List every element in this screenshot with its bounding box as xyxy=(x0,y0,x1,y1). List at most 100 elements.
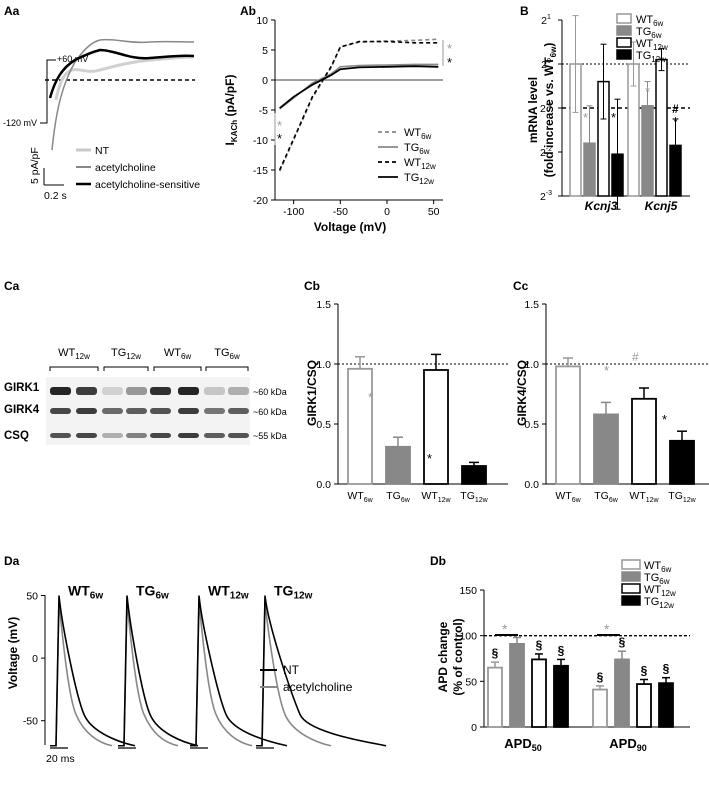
ca-band xyxy=(204,408,225,414)
b-sig-1: * xyxy=(583,110,588,125)
db-bar-TG12w xyxy=(553,664,569,728)
panel-b: B 21 20 2-1 2-2 2-3 mRNA level (fold increas… xyxy=(520,4,690,213)
b-sig-2: * xyxy=(611,110,616,125)
cc-ytick-label: 1.5 xyxy=(524,299,539,311)
ca-band xyxy=(228,408,249,414)
ca-group-bracket xyxy=(49,366,99,371)
cb-ytick-label: 1.5 xyxy=(316,299,331,311)
cc-chart: 0.0 0.5 1.0 1.5 WT6w TG6w WT12w TG12w xyxy=(524,299,709,504)
ca-band xyxy=(204,387,225,395)
ca-band xyxy=(178,433,199,438)
ca-group-bracket xyxy=(153,366,202,371)
da-traces: WT6w TG6w WT12w TG12w xyxy=(50,583,387,749)
db-section-mark: § xyxy=(492,646,499,660)
panel-label-ab: Ab xyxy=(240,4,256,18)
ab-ytick-label: 10 xyxy=(256,15,268,27)
ab-ytick-label: -20 xyxy=(253,195,268,207)
cb-ytick-label: 1.0 xyxy=(316,359,331,371)
ab-ytick-label: 0 xyxy=(262,75,268,87)
label-plus60: +60 mV xyxy=(57,54,88,64)
cc-sig-tg6w: * xyxy=(604,363,609,378)
db-bar-TG12w xyxy=(658,682,674,728)
b-legend-label: TG12w xyxy=(636,50,666,64)
da-group-label: WT6w xyxy=(68,583,103,602)
da-trace-acetylcholine xyxy=(190,601,253,747)
cc-bar xyxy=(669,439,695,485)
db-section-mark: § xyxy=(597,670,604,684)
db-bar-WT12w xyxy=(636,683,652,728)
ca-band xyxy=(150,408,171,414)
ca-group-label: TG12w xyxy=(111,347,141,361)
db-legend-swatch xyxy=(621,559,641,570)
cc-bar xyxy=(555,365,581,485)
cb-bar xyxy=(423,369,449,485)
da-ytick-label: 50 xyxy=(26,591,38,603)
db-section-mark: § xyxy=(663,662,670,676)
b-ylabel-line1: mRNA level xyxy=(526,77,540,143)
ab-ylabel: IKACh (pA/pF) xyxy=(223,75,239,146)
ca-band xyxy=(102,408,123,414)
ca-band xyxy=(178,387,199,395)
scale-label-x: 0.2 s xyxy=(44,190,67,202)
db-section-mark: § xyxy=(536,638,543,652)
ca-size-girk4: ~60 kDa xyxy=(253,407,287,417)
b-legend-label: WT6w xyxy=(636,14,664,28)
da-group-label: WT12w xyxy=(208,583,249,602)
da-group-label: TG12w xyxy=(274,583,313,602)
panel-label-b: B xyxy=(520,4,529,18)
b-gene-kcnj3: Kcnj3 xyxy=(585,199,618,213)
ca-protein-girk4: GIRK4 xyxy=(4,404,40,416)
cc-bar xyxy=(593,413,619,485)
cb-sig-tg6w: * xyxy=(368,390,373,405)
cc-ytick-label: 0.0 xyxy=(524,479,539,491)
db-group-label: APD50 xyxy=(504,736,541,753)
ab-xtick-label: 50 xyxy=(428,206,440,218)
legend-ach-sensitive: acetylcholine-sensitive xyxy=(95,179,200,191)
da-trace-nt xyxy=(256,595,387,747)
cb-ytick-label: 0.5 xyxy=(316,419,331,431)
db-legend-swatch xyxy=(621,595,641,606)
ca-size-csq: ~55 kDa xyxy=(253,431,287,441)
cb-sig-tg12w: * xyxy=(427,451,432,466)
da-ylabel: Voltage (mV) xyxy=(6,617,20,689)
db-bar-WT6w xyxy=(592,688,608,728)
db-legend-swatch xyxy=(621,571,641,582)
panel-label-cb: Cb xyxy=(304,279,320,293)
db-sig-apd90: * xyxy=(604,621,610,637)
da-ytick-label: 0 xyxy=(32,653,38,665)
cc-xtick-label: WT6w xyxy=(555,490,581,504)
b-ytick-label: 2-2 xyxy=(540,146,552,159)
ab-series xyxy=(278,38,439,172)
da-scale-label: 20 ms xyxy=(46,753,75,765)
ca-group-label: WT12w xyxy=(58,347,90,361)
panel-label-da: Da xyxy=(4,554,20,568)
db-section-mark: § xyxy=(641,664,648,678)
cb-bar xyxy=(461,465,487,485)
b-ytick-label: 2-1 xyxy=(540,102,552,115)
ab-xtick-label: -100 xyxy=(283,206,304,218)
ab-legend-label: TG12w xyxy=(404,172,434,186)
ca-band xyxy=(50,387,71,395)
ab-series-line-TG6w xyxy=(279,63,439,110)
ab-series-line-TG12w xyxy=(279,65,439,109)
cc-sig-wt12w: # xyxy=(632,350,639,364)
ca-band xyxy=(102,387,123,395)
ab-ytick-label: -5 xyxy=(259,105,268,117)
ab-sig-gray-right: * xyxy=(447,41,452,56)
db-section-mark: § xyxy=(619,635,626,649)
trace-nt xyxy=(54,55,195,101)
da-legend-ach: acetylcholine xyxy=(283,680,353,694)
db-sig-apd50: * xyxy=(502,621,508,637)
ca-group-bracket xyxy=(205,366,249,371)
db-legend-label: WT12w xyxy=(644,584,676,598)
ca-band xyxy=(228,433,249,438)
b-bar-WT12w xyxy=(655,58,668,197)
cc-ytick-label: 1.0 xyxy=(524,359,539,371)
ca-band xyxy=(76,387,97,395)
cb-bar xyxy=(385,445,411,485)
db-bar-WT12w xyxy=(531,658,547,728)
ca-band xyxy=(150,387,171,395)
